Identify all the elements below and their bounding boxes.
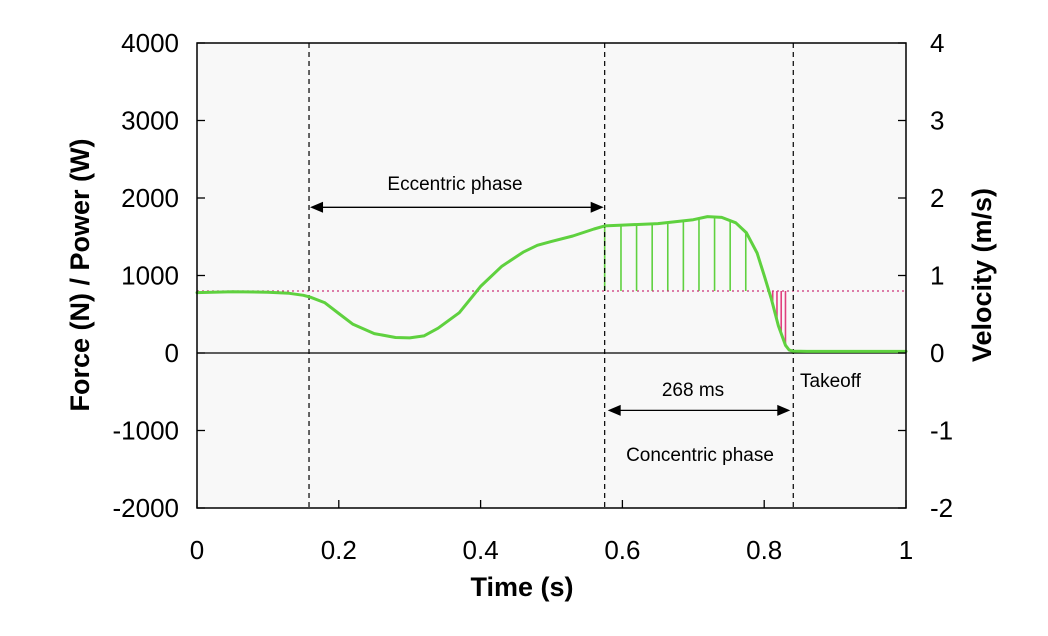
plot-background	[197, 43, 906, 508]
y-tick-label: -2000	[113, 493, 180, 523]
y-tick-label: 1000	[121, 261, 179, 291]
x-axis-title: Time (s)	[470, 572, 573, 602]
y2-tick-label: 2	[930, 183, 944, 213]
x-tick-label: 0.2	[321, 535, 357, 565]
x-tick-label: 0.8	[746, 535, 782, 565]
eccentric-phase-arrow-head-right	[590, 201, 604, 213]
force-fill-layer	[603, 216, 787, 346]
y2-tick-label: -2	[930, 493, 953, 523]
eccentric-phase-arrow-head-left	[310, 201, 324, 213]
series-layer	[195, 215, 908, 353]
y-tick-label: -1000	[113, 416, 180, 446]
y2-tick-label: -1	[930, 416, 953, 446]
axes-layer: 0 0.2 0.4 0.6 0.8 1 4000 3000 2000 1000 0 -1000 -200…	[113, 28, 954, 565]
x-tick-label: 0.6	[604, 535, 640, 565]
y2-tick-label: 3	[930, 106, 944, 136]
y2-tick-label: 1	[930, 261, 944, 291]
y-tick-label: 4000	[121, 28, 179, 58]
y2-tick-label: 4	[930, 28, 944, 58]
reference-lines-layer	[197, 43, 906, 508]
y-tick-label: 3000	[121, 106, 179, 136]
concentric-duration-arrow-head-left	[607, 404, 621, 416]
y-tick-label: 0	[165, 338, 179, 368]
y-axis-title: Force (N) / Power (W)	[65, 138, 95, 411]
x-tick-label: 0.4	[463, 535, 499, 565]
eccentric-phase-arrow	[310, 201, 604, 213]
concentric-duration-label: 268 ms	[662, 380, 724, 401]
y-tick-label: 2000	[121, 183, 179, 213]
y2-axis-title: Velocity (m/s)	[967, 188, 997, 362]
x-tick-label: 0	[190, 535, 204, 565]
concentric-duration-arrow	[607, 404, 791, 416]
annotation-layer	[310, 201, 791, 416]
x-tick-label: 1	[899, 535, 913, 565]
y2-tick-label: 0	[930, 338, 944, 368]
force-series-line	[195, 215, 908, 353]
concentric-phase-label: Concentric phase	[626, 445, 774, 466]
eccentric-phase-label: Eccentric phase	[387, 174, 522, 195]
concentric-duration-arrow-head-right	[777, 404, 791, 416]
takeoff-label: Takeoff	[800, 371, 862, 392]
